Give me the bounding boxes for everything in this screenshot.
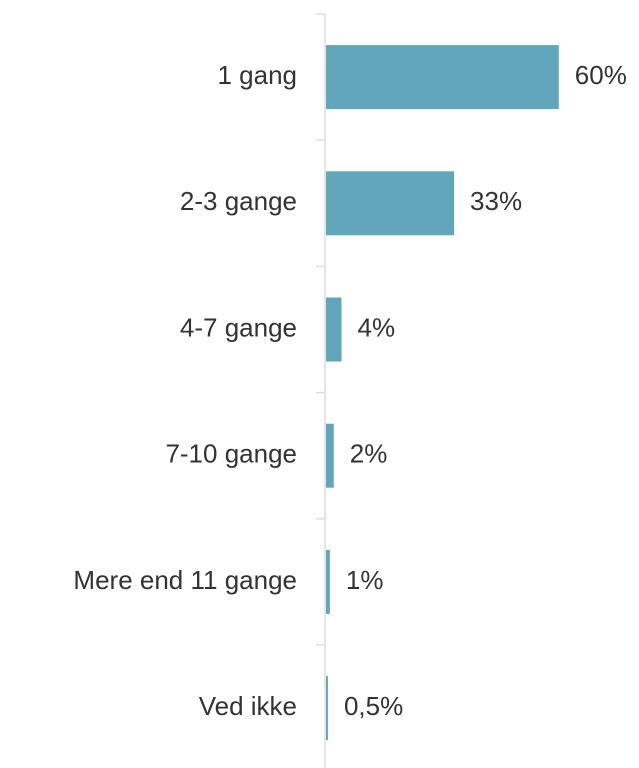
category-label: 2-3 gange [180,186,297,216]
value-label: 1% [346,565,384,595]
value-label: 33% [470,186,522,216]
bar [326,171,455,236]
category-label: 4-7 gange [180,312,297,342]
value-label: 0,5% [344,691,403,721]
bar [326,297,342,362]
bar [326,676,328,741]
category-label: 7-10 gange [165,439,297,469]
bar [326,549,330,614]
value-label: 60% [575,60,627,90]
category-label: Mere end 11 gange [73,565,297,595]
bar [326,45,559,110]
category-label: 1 gang [217,60,297,90]
category-label: Ved ikke [199,691,297,721]
bar [326,423,334,488]
value-label: 4% [358,312,396,342]
value-label: 2% [350,439,388,469]
